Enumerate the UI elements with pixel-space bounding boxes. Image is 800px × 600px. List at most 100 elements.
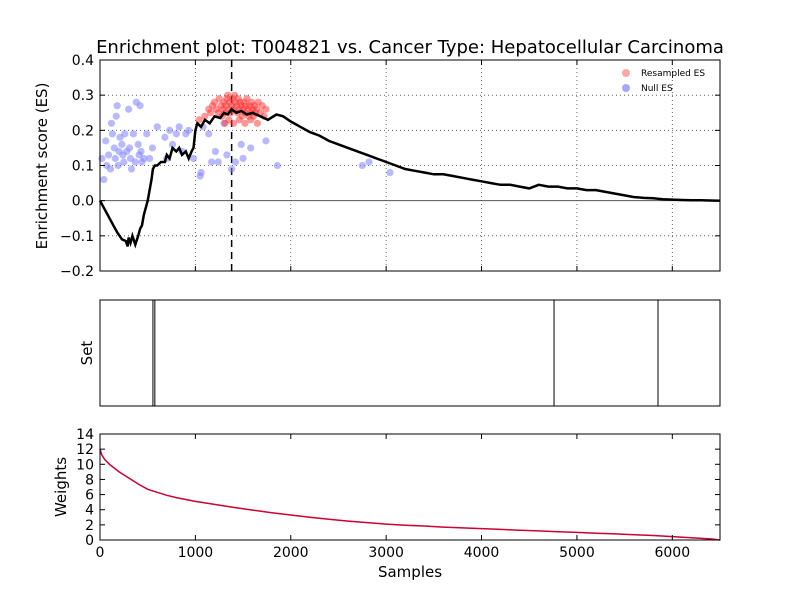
es-y-tick-label: 0.2 bbox=[72, 123, 94, 139]
chart-title: Enrichment plot: T004821 vs. Cancer Type… bbox=[96, 37, 724, 58]
null-es-point bbox=[146, 154, 154, 163]
set-panel-frame bbox=[99, 299, 721, 407]
null-es-point bbox=[102, 137, 110, 145]
null-es-point bbox=[148, 144, 157, 152]
weights-y-tick-label: 10 bbox=[76, 457, 94, 473]
null-es-point bbox=[185, 126, 193, 134]
null-es-point bbox=[365, 158, 373, 166]
resampled-es-point bbox=[253, 119, 261, 127]
legend-resampled-marker bbox=[622, 69, 630, 77]
legend: Resampled ES Null ES bbox=[622, 69, 705, 94]
null-es-point bbox=[237, 140, 245, 148]
null-es-point bbox=[223, 151, 231, 159]
null-es-points bbox=[98, 98, 394, 184]
null-es-point bbox=[106, 165, 115, 173]
null-es-point bbox=[98, 154, 106, 163]
null-es-point bbox=[168, 140, 177, 148]
null-es-point bbox=[262, 137, 270, 145]
resampled-es-point bbox=[241, 119, 249, 127]
es-y-tick-label: 0.1 bbox=[72, 159, 94, 175]
null-es-point bbox=[127, 165, 136, 173]
weights-x-ticks: 0 1000 2000 3000 4000 5000 6000 bbox=[96, 434, 690, 561]
resampled-es-point bbox=[201, 112, 209, 120]
legend-null-marker bbox=[622, 84, 630, 92]
null-es-point bbox=[107, 119, 116, 127]
x-tick-label: 5000 bbox=[559, 545, 595, 561]
weights-curve-line bbox=[99, 448, 721, 541]
es-y-tick-label: 0.4 bbox=[72, 53, 94, 69]
es-y-ticks: −0.2 −0.1 0.0 0.1 0.2 0.3 0.4 bbox=[60, 53, 720, 280]
weights-y-tick-label: 2 bbox=[85, 518, 94, 534]
null-es-point bbox=[129, 130, 137, 138]
weights-y-tick-label: 6 bbox=[85, 488, 94, 504]
resampled-es-point bbox=[229, 119, 238, 127]
set-y-label: Set bbox=[78, 341, 96, 366]
weights-y-tick-label: 12 bbox=[76, 442, 94, 458]
null-es-point bbox=[140, 154, 148, 163]
legend-resampled-label: Resampled ES bbox=[641, 69, 705, 79]
null-es-point bbox=[208, 158, 216, 166]
set-panel: Set bbox=[78, 299, 721, 407]
null-es-point bbox=[189, 154, 198, 163]
es-grid bbox=[100, 60, 720, 271]
set-hit-lines bbox=[152, 300, 659, 406]
null-es-point bbox=[125, 105, 133, 113]
null-es-point bbox=[108, 130, 116, 138]
resampled-es-point bbox=[195, 116, 203, 124]
weights-y-tick-label: 14 bbox=[76, 427, 94, 443]
null-es-point bbox=[153, 123, 161, 131]
resampled-es-point bbox=[247, 116, 255, 124]
x-axis-label: Samples bbox=[378, 563, 442, 581]
null-es-point bbox=[125, 144, 134, 152]
null-es-point bbox=[197, 168, 205, 177]
null-es-point bbox=[231, 158, 240, 166]
es-y-tick-label: −0.1 bbox=[60, 229, 94, 245]
null-es-point bbox=[358, 161, 366, 170]
null-es-point bbox=[136, 102, 144, 110]
null-es-point bbox=[100, 175, 108, 184]
x-tick-label: 1000 bbox=[178, 545, 214, 561]
null-es-point bbox=[120, 158, 128, 166]
x-tick-label: 4000 bbox=[464, 545, 500, 561]
es-curve-line bbox=[98, 107, 721, 249]
null-es-point bbox=[134, 140, 142, 148]
resampled-es-point bbox=[262, 105, 270, 113]
null-es-point bbox=[111, 154, 119, 163]
weights-y-tick-label: 8 bbox=[85, 472, 94, 488]
x-tick-label: 6000 bbox=[654, 545, 690, 561]
null-es-point bbox=[247, 144, 255, 152]
es-y-tick-label: 0.0 bbox=[72, 194, 94, 210]
es-y-tick-label: 0.3 bbox=[72, 88, 94, 104]
null-es-point bbox=[386, 168, 394, 177]
resampled-es-points bbox=[195, 91, 270, 127]
null-es-point bbox=[166, 126, 174, 134]
x-tick-label: 3000 bbox=[368, 545, 404, 561]
es-panel: −0.2 −0.1 0.0 0.1 0.2 0.3 0.4 Enrichment score… bbox=[33, 53, 721, 280]
weights-panel-border bbox=[99, 433, 721, 541]
weights-y-tick-label: 4 bbox=[85, 503, 94, 519]
x-tick-label: 0 bbox=[96, 545, 105, 561]
null-es-point bbox=[112, 112, 120, 120]
es-y-label: Enrichment score (ES) bbox=[33, 83, 51, 250]
null-es-point bbox=[228, 165, 236, 173]
null-es-point bbox=[137, 147, 145, 156]
resampled-es-point bbox=[235, 116, 243, 124]
null-es-point bbox=[205, 130, 213, 138]
null-es-point bbox=[114, 161, 122, 170]
null-es-point bbox=[172, 130, 180, 138]
null-es-point bbox=[131, 158, 139, 166]
null-es-point bbox=[175, 123, 183, 131]
null-es-point bbox=[214, 158, 222, 166]
null-es-point bbox=[161, 133, 169, 141]
resampled-es-point bbox=[207, 109, 215, 117]
es-x-ticks bbox=[99, 60, 673, 271]
null-es-point bbox=[239, 154, 247, 163]
x-tick-label: 2000 bbox=[273, 545, 309, 561]
null-es-point bbox=[118, 140, 126, 148]
null-es-point bbox=[143, 130, 151, 138]
weights-y-tick-label: 0 bbox=[85, 533, 94, 549]
weights-y-label: Weights bbox=[52, 457, 70, 517]
